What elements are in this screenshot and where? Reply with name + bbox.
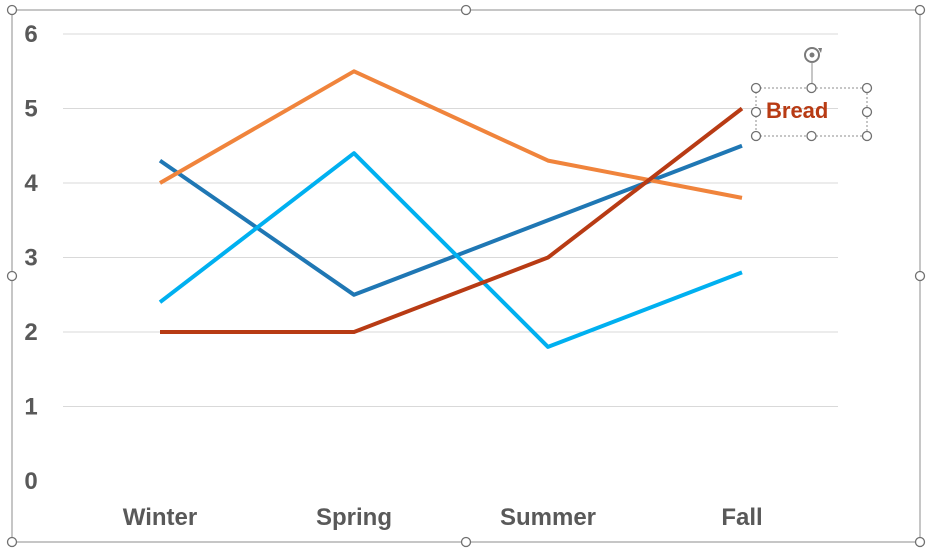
chart-resize-handle[interactable]: [460, 4, 472, 16]
x-tick-label: Winter: [123, 504, 197, 531]
x-axis-ticks: Winter Spring Summer Fall: [123, 504, 763, 531]
chart-resize-handle[interactable]: [914, 270, 926, 282]
y-tick-label: 2: [24, 319, 37, 346]
label-resize-handle[interactable]: [806, 130, 817, 142]
rotate-icon[interactable]: [804, 47, 822, 63]
label-resize-handle[interactable]: [750, 82, 762, 94]
chart-resize-handle[interactable]: [6, 270, 18, 282]
label-resize-handle[interactable]: [750, 130, 762, 142]
data-label-group[interactable]: Bread: [750, 47, 873, 142]
chart-resize-handle[interactable]: [6, 4, 18, 16]
y-tick-label: 1: [24, 394, 37, 421]
series-line-4[interactable]: [160, 106, 744, 334]
label-resize-handle[interactable]: [861, 82, 873, 94]
data-label-handles[interactable]: [750, 82, 873, 142]
y-tick-label: 0: [24, 468, 37, 495]
y-axis-ticks: 0 1 2 3 4 5 6: [24, 21, 38, 495]
x-tick-label: Spring: [316, 504, 392, 531]
chart-resize-handle[interactable]: [6, 536, 18, 548]
chart-selection-border: [11, 9, 921, 543]
label-resize-handle[interactable]: [861, 106, 873, 118]
series-line-2[interactable]: [159, 69, 743, 200]
label-resize-handle[interactable]: [750, 106, 762, 118]
y-tick-label: 6: [24, 21, 37, 48]
label-resize-handle[interactable]: [861, 130, 873, 142]
series-line-3[interactable]: [158, 151, 743, 349]
label-resize-handle[interactable]: [806, 82, 817, 94]
series-lines[interactable]: [158, 69, 744, 349]
chart-resize-handle[interactable]: [914, 4, 926, 16]
gridlines: [63, 33, 838, 407]
chart-resize-handle[interactable]: [460, 536, 472, 548]
chart-resize-handles[interactable]: [6, 4, 926, 548]
y-tick-label: 4: [24, 170, 38, 197]
data-label-bread[interactable]: Bread: [766, 98, 828, 123]
y-tick-label: 5: [24, 96, 37, 123]
x-tick-label: Summer: [500, 504, 596, 531]
y-tick-label: 3: [24, 245, 37, 272]
series-line-1[interactable]: [158, 143, 743, 297]
chart-resize-handle[interactable]: [914, 536, 926, 548]
x-tick-label: Fall: [721, 504, 762, 531]
